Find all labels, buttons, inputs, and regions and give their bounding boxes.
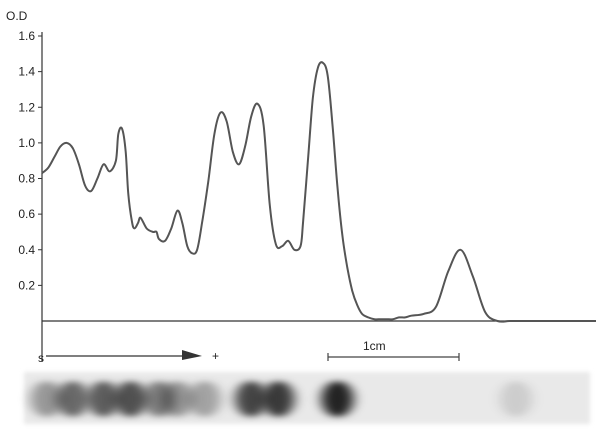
y-tick-label: 1.2: [18, 100, 35, 114]
gel-band: [114, 381, 147, 417]
direction-arrowhead: [182, 350, 202, 360]
y-tick-label: 1.4: [18, 65, 35, 79]
gel-band: [161, 381, 194, 417]
y-tick-label: 0.2: [18, 278, 35, 292]
y-tick-label: 1.6: [18, 29, 35, 43]
gel-band: [30, 381, 63, 417]
direction-label: +: [212, 349, 219, 363]
gel-band: [499, 381, 532, 417]
gel-band: [235, 381, 268, 417]
axes: 0.2 0.4 0.6 0.8 1.0 1.2 1.4 1.6: [18, 29, 596, 361]
y-tick-label: 0.8: [18, 172, 35, 186]
y-tick-label: 1.0: [18, 136, 35, 150]
density-curve: [41, 61, 596, 323]
gel-band: [188, 381, 221, 417]
gel-band: [321, 381, 354, 417]
y-tick-label: 0.6: [18, 207, 35, 221]
gel-band: [262, 381, 295, 417]
start-label: s: [38, 351, 44, 365]
gel-band: [56, 381, 89, 417]
gel-strip: [24, 372, 590, 424]
y-axis-label: O.D: [6, 9, 28, 23]
y-tick-label: 0.4: [18, 243, 35, 257]
scale-bar-label: 1cm: [363, 339, 386, 353]
gel-band: [87, 381, 120, 417]
